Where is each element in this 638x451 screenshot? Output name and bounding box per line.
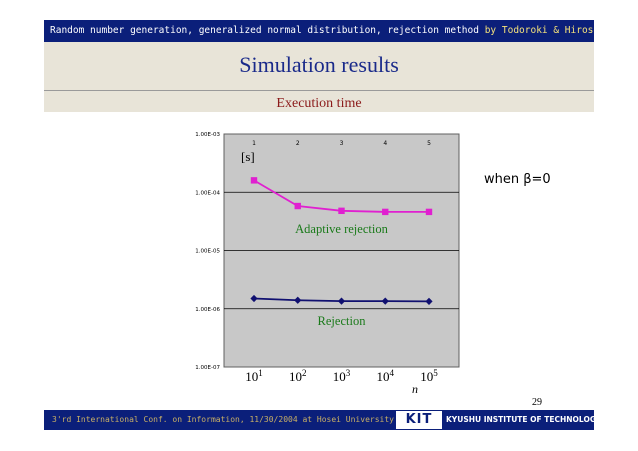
y-axis-label: [s] — [241, 149, 255, 164]
title-divider — [44, 90, 594, 91]
y-tick-label: 1.00E-04 — [195, 190, 220, 196]
x-bottom-tick-label: 105 — [420, 368, 438, 384]
header-authors: Todoroki & Hirose* — [501, 25, 594, 36]
kit-logo: KIT — [396, 411, 442, 429]
footer-banner: 3'rd International Conf. on Information,… — [44, 410, 601, 430]
tick-exponent: 2 — [302, 368, 307, 378]
x-bottom-tick-label: 101 — [245, 368, 263, 384]
beta-condition-note: when β=0 — [484, 172, 551, 187]
tick-base: 10 — [289, 369, 302, 384]
tick-exponent: 5 — [433, 368, 438, 378]
tick-base: 10 — [377, 369, 390, 384]
x-top-tick-label: 5 — [427, 140, 431, 147]
data-point-diamond — [425, 297, 433, 305]
data-point-square — [250, 177, 258, 184]
data-point-diamond — [337, 297, 346, 305]
x-top-tick-label: 1 — [252, 140, 256, 147]
slide-title: Simulation results — [239, 52, 399, 77]
kit-logo-text: KIT — [405, 412, 433, 427]
tick-exponent: 3 — [346, 368, 351, 378]
x-axis-label: n — [412, 382, 418, 396]
x-top-tick-label: 2 — [296, 140, 300, 147]
x-top-tick-label: 4 — [383, 140, 387, 147]
data-point-diamond — [250, 294, 258, 303]
y-tick-label: 1.00E-03 — [195, 132, 220, 138]
x-bottom-tick-label: 104 — [377, 368, 395, 384]
page-number: 29 — [532, 397, 542, 408]
tick-exponent: 4 — [390, 368, 395, 378]
header-by: by — [484, 25, 497, 36]
x-top-tick-label: 3 — [340, 140, 344, 147]
tick-base: 10 — [420, 369, 433, 384]
header-banner: Random number generation, generalized no… — [44, 20, 594, 42]
data-point-square — [425, 208, 433, 216]
x-bottom-tick-label: 102 — [289, 368, 307, 384]
tick-base: 10 — [333, 369, 346, 384]
execution-time-chart: 1.00E-03 1.00E-04 1.00E-05 1.00E-06 1.00E-07… — [195, 132, 460, 396]
data-point-square — [294, 202, 301, 210]
data-point-square — [338, 207, 345, 215]
data-point-diamond — [381, 297, 389, 305]
tick-base: 10 — [245, 369, 258, 384]
data-point-square — [382, 208, 389, 216]
institute-name: KYUSHU INSTITUTE OF TECHNOLOGY — [446, 415, 602, 424]
slide: Random number generation, generalized no… — [44, 20, 601, 430]
series-label: Adaptive rejection — [295, 222, 388, 236]
y-tick-label: 1.00E-07 — [195, 365, 220, 371]
chart-title: Execution time — [276, 96, 362, 111]
header-topic: Random number generation, generalized no… — [50, 25, 479, 36]
y-tick-label: 1.00E-05 — [195, 249, 220, 255]
series-label: Rejection — [318, 314, 367, 328]
x-bottom-tick-label: 103 — [333, 368, 351, 384]
conference-info: 3'rd International Conf. on Information,… — [52, 415, 394, 424]
title-band — [44, 42, 594, 112]
data-point-diamond — [294, 296, 302, 304]
tick-exponent: 1 — [258, 368, 263, 378]
y-tick-label: 1.00E-06 — [195, 307, 220, 313]
